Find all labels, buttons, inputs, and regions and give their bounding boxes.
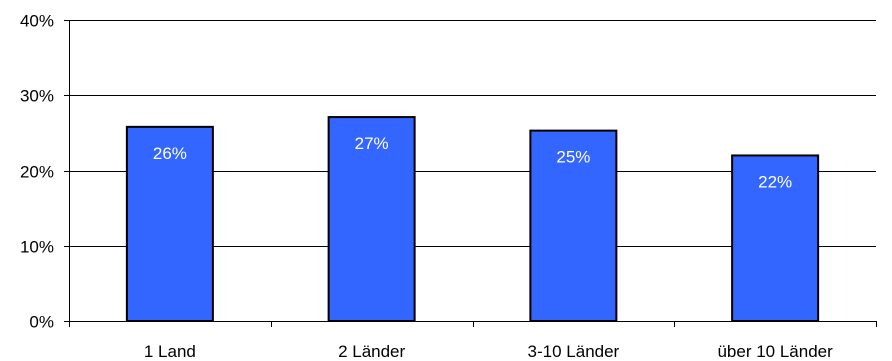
x-category-label: 3-10 Länder (528, 342, 620, 361)
y-tick-label: 10% (20, 238, 54, 257)
y-tick-label: 30% (20, 87, 54, 106)
x-category-label: über 10 Länder (717, 342, 833, 361)
bar (731, 154, 820, 322)
labels: 0% 10% 20% 30% 40% 26% 1 Land 27% 2 Länder 25% 3-1… (20, 12, 833, 361)
y-tick-label: 20% (20, 163, 54, 182)
bar (529, 129, 618, 322)
bar (327, 116, 416, 323)
data-label: 22% (758, 172, 792, 191)
x-category-label: 2 Länder (338, 342, 405, 361)
y-tick-label: 0% (29, 313, 54, 332)
bar (125, 125, 214, 323)
data-label: 27% (355, 134, 389, 153)
x-category-label: 1 Land (144, 342, 196, 361)
data-label: 25% (556, 148, 590, 167)
bars (125, 116, 820, 323)
data-label: 26% (153, 144, 187, 163)
y-tick-label: 40% (20, 12, 54, 31)
